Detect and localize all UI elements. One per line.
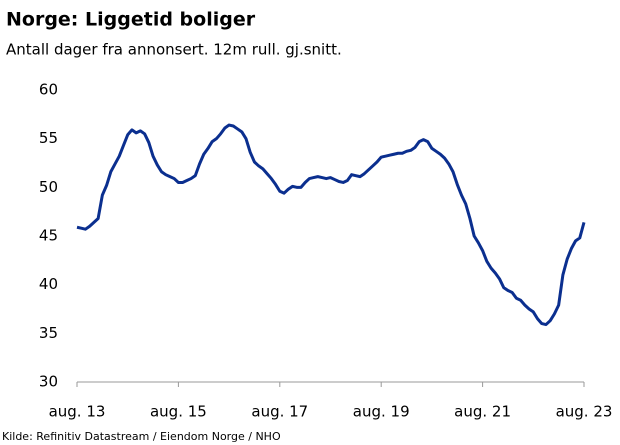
y-tick-label: 30 [39,373,58,391]
y-tick-label: 60 [39,81,58,99]
source-note: Kilde: Refinitiv Datastream / Eiendom No… [2,430,281,443]
x-tick-label: aug. 21 [454,403,511,421]
x-tick-label: aug. 13 [49,403,106,421]
data-line [76,123,586,327]
y-tick-label: 40 [39,275,58,293]
x-tick-label: aug. 23 [556,403,613,421]
y-tick-label: 50 [39,178,58,196]
chart-title: Norge: Liggetid boliger [6,9,256,31]
x-tick-label: aug. 15 [150,403,207,421]
chart-subtitle: Antall dager fra annonsert. 12m rull. gj… [6,41,342,59]
x-tick-label: aug. 17 [251,403,308,421]
y-tick-label: 45 [39,227,58,245]
x-tick-label: aug. 19 [353,403,410,421]
y-tick-label: 35 [39,324,58,342]
y-tick-label: 55 [39,129,58,147]
